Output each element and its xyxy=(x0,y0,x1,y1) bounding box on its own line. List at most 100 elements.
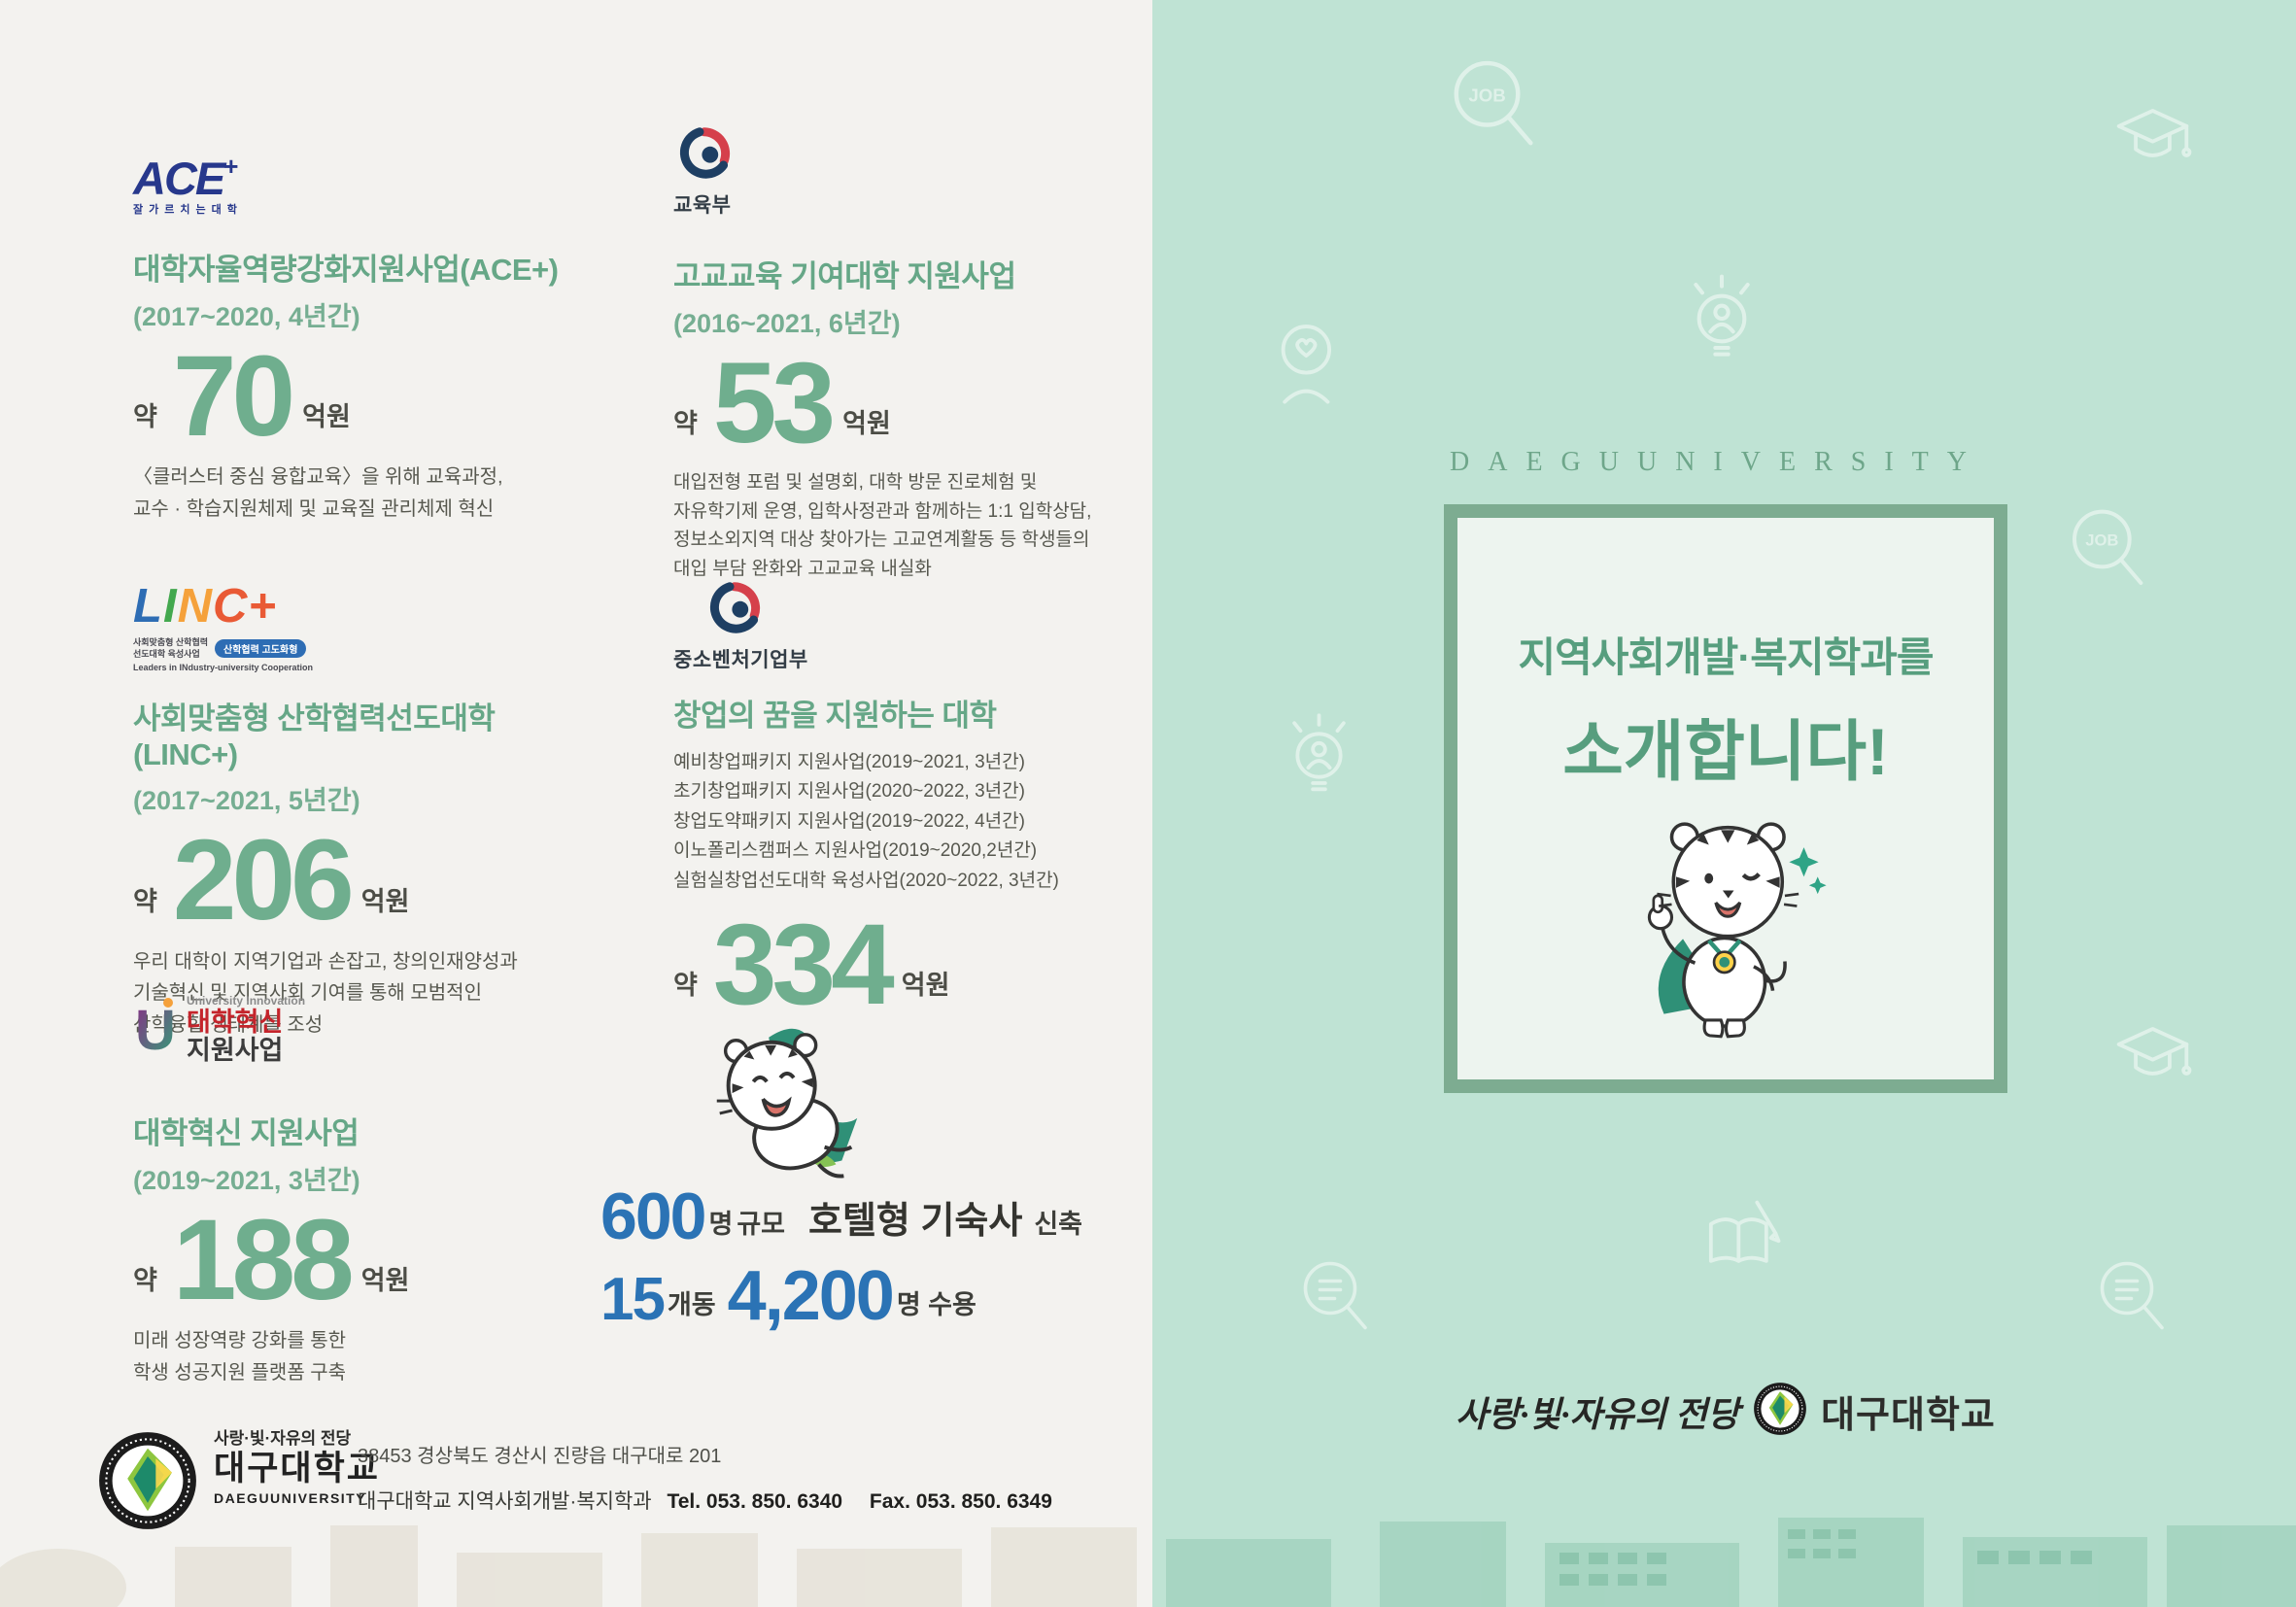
linc-subtext-kr: 사회맞춤형 산학협력 선도대학 육성사업 xyxy=(133,637,208,660)
intro-box: 지역사회개발·복지학과를 소개합니다! xyxy=(1444,504,2007,1093)
smes-logo-label: 중소벤처기업부 xyxy=(673,649,808,671)
footer-fax: Fax. 053. 850. 6349 xyxy=(869,1490,1052,1513)
ace-logo-tagline: 잘가르치는대학 xyxy=(133,204,243,216)
dorm-capacity-number: 600 xyxy=(600,1180,706,1253)
program-description: 미래 성장역량 강화를 통한 학생 성공지원 플랫폼 구축 xyxy=(133,1325,590,1388)
footer-slogan: 사랑·빛·자유의 전당 xyxy=(214,1429,352,1448)
program-period: (2019~2021, 3년간) xyxy=(133,1166,360,1195)
program-title: 창업의 꿈을 지원하는 대학 xyxy=(673,699,997,733)
program-list: 예비창업패키지 지원사업(2019~2021, 3년간) 초기창업패키지 지원사… xyxy=(673,748,1130,896)
footer-university-logo: 사랑·빛·자유의 전당 대구대학교 DAEGUUNIVERSITY xyxy=(97,1430,380,1536)
linc-letter: C xyxy=(212,580,249,633)
program-description: 우리 대학이 지역기업과 손잡고, 창의인재양성과 기술혁신 및 지역사회 기여… xyxy=(133,946,590,1041)
linc-logo-english: Leaders in INdustry-university Cooperati… xyxy=(133,663,314,673)
desc-line: 교수 · 학습지원체제 및 교육질 관리체제 혁신 xyxy=(133,497,495,520)
program-title: 사회맞춤형 산학협력선도대학(LINC+) xyxy=(133,701,496,772)
program-description: 〈클러스터 중심 융합교육〉을 위해 교육과정, 교수 · 학습지원체제 및 교… xyxy=(133,462,590,525)
idea-person-watermark-icon xyxy=(1673,270,1770,367)
dorm-line1: 600 명 규모 호텔형 기숙사 신축 xyxy=(600,1180,1083,1253)
dorm-buildings-unit: 개동 xyxy=(667,1289,716,1319)
linc-logo-letters: LINC+ xyxy=(133,583,590,631)
university-seal-icon xyxy=(1753,1382,1807,1441)
program-ace: ACE+ 잘가르치는대학 대학자율역량강화지원사업(ACE+) (2017~20… xyxy=(133,154,590,525)
job-label: JOB xyxy=(1468,85,1505,105)
program-innovation: U University Innovation 대학혁신 지원사업 대학혁신 지… xyxy=(133,995,590,1388)
amount-row: 약 188 억원 xyxy=(133,1203,590,1317)
linc-letter: + xyxy=(248,580,277,633)
intro-title-line1: 지역사회개발·복지학과를 xyxy=(1518,634,1934,680)
program-description: 대입전형 포럼 및 설명회, 대학 방문 진로체험 및 자유학기제 운영, 입학… xyxy=(673,468,1130,583)
dorm-scale-label: 규모 xyxy=(737,1209,785,1239)
footer-address: 38453 경상북도 경산시 진량읍 대구대로 201 xyxy=(358,1446,722,1467)
innovation-logo-text: University Innovation 대학혁신 지원사업 xyxy=(187,995,305,1064)
program-period: (2017~2021, 5년간) xyxy=(133,786,360,816)
amount-approx: 약 xyxy=(133,1266,157,1296)
amount-approx: 약 xyxy=(673,971,698,1001)
innovation-kr-line1: 대학혁신 xyxy=(187,1008,284,1037)
amount-number: 206 xyxy=(172,816,355,945)
dorm-line2: 15 개동 4,200 명 수용 xyxy=(600,1256,1082,1335)
footer-department: 대구대학교 지역사회개발·복지학과 xyxy=(358,1490,652,1513)
university-innovation-logo: U University Innovation 대학혁신 지원사업 xyxy=(133,995,590,1064)
person-heart-watermark-icon xyxy=(1263,316,1355,408)
list-item: 초기창업패키지 지원사업(2020~2022, 3년간) xyxy=(673,781,1025,803)
footer-tel: Tel. 053. 850. 6340 xyxy=(667,1490,843,1513)
job-search-watermark-icon: JOB xyxy=(1440,51,1549,159)
korea-gov-emblem-icon xyxy=(679,127,731,179)
program-title: 대학혁신 지원사업 xyxy=(133,1116,360,1150)
dorm-type-label: 호텔형 기숙사 xyxy=(808,1200,1023,1242)
desc-line: 정보소외지역 대상 찾아가는 고교연계활동 등 학생들의 xyxy=(673,530,1090,551)
list-item: 실험실창업선도대학 육성사업(2020~2022, 3년간) xyxy=(673,870,1059,891)
desc-line: 우리 대학이 지역기업과 손잡고, 창의인재양성과 xyxy=(133,950,518,973)
amount-approx: 약 xyxy=(133,886,157,916)
amount-row: 약 53 억원 xyxy=(673,339,1130,467)
desc-line: 산학융합 생태계를 조성 xyxy=(133,1013,324,1036)
amount-row: 약 70 억원 xyxy=(133,332,590,461)
linc-plus-logo: LINC+ 사회맞춤형 산학협력 선도대학 육성사업 산학협력 고도화형 Lea… xyxy=(133,583,590,673)
linc-subtext-line: 선도대학 육성사업 xyxy=(133,648,200,659)
job-search-watermark-icon: JOB xyxy=(2060,500,2157,598)
footer-university-kr: 대구대학교 xyxy=(214,1450,381,1487)
university-slogan-calligraphy: 사랑·빛·자유의 전당 xyxy=(1456,1394,1740,1434)
innovation-monogram: U xyxy=(135,999,176,1057)
amount-number: 334 xyxy=(712,900,895,1029)
linc-letter: L xyxy=(133,580,163,633)
program-title: 대학자율역량강화지원사업(ACE+) xyxy=(133,253,559,287)
dorm-total-number: 4,200 xyxy=(727,1256,895,1335)
university-watermark-text: DAEGUUNIVERSITY xyxy=(1450,447,1985,477)
dorm-new-label: 신축 xyxy=(1034,1209,1083,1239)
amount-number: 53 xyxy=(712,339,836,467)
sparkle-icon xyxy=(1788,847,1819,877)
footer-department-row: 대구대학교 지역사회개발·복지학과 Tel. 053. 850. 6340 Fa… xyxy=(358,1486,1052,1515)
list-item: 예비창업패키지 지원사업(2019~2021, 3년간) xyxy=(673,752,1025,772)
innovation-english: University Innovation xyxy=(187,994,306,1008)
korea-gov-emblem-icon xyxy=(709,582,761,633)
desc-line: 학생 성공지원 플랫폼 구축 xyxy=(133,1361,347,1384)
desc-line: 대입전형 포럼 및 설명회, 대학 방문 진로체험 및 xyxy=(673,472,1038,494)
amount-row: 약 334 억원 xyxy=(673,900,1130,1029)
desc-line: 기술혁신 및 지역사회 기여를 통해 모범적인 xyxy=(133,982,482,1005)
dorm-capacity-unit: 명 xyxy=(708,1209,734,1239)
amount-unit: 억원 xyxy=(360,886,410,916)
program-period: (2016~2021, 6년간) xyxy=(673,309,901,338)
linc-badge: 산학협력 고도화형 xyxy=(215,639,307,659)
ace-plus-logo: ACE+ 잘가르치는대학 xyxy=(133,154,590,216)
amount-number: 70 xyxy=(172,332,295,461)
linc-logo-subtext: 사회맞춤형 산학협력 선도대학 육성사업 산학협력 고도화형 xyxy=(133,637,590,660)
ace-logo-plus: + xyxy=(223,152,239,181)
linc-letter: N xyxy=(177,580,213,633)
campus-illustration xyxy=(0,1518,2296,1607)
innovation-u-monogram-icon: U xyxy=(135,998,176,1057)
amount-unit: 억원 xyxy=(842,409,891,439)
job-label: JOB xyxy=(2085,531,2118,550)
linc-subtext-line: 사회맞춤형 산학협력 xyxy=(133,637,209,647)
dorm-buildings-number: 15 xyxy=(600,1266,666,1334)
desc-line: 〈클러스터 중심 융합교육〉을 위해 교육과정, xyxy=(133,466,503,489)
amount-unit: 억원 xyxy=(302,402,351,432)
linc-letter: I xyxy=(162,580,178,633)
tiger-mascot-flying xyxy=(680,1018,892,1206)
idea-person-watermark-icon xyxy=(1273,709,1365,802)
dormitory-banner: 600 명 규모 호텔형 기숙사 신축 15 개동 4,200 명 수용 xyxy=(600,1180,1083,1335)
amount-approx: 약 xyxy=(133,402,157,432)
